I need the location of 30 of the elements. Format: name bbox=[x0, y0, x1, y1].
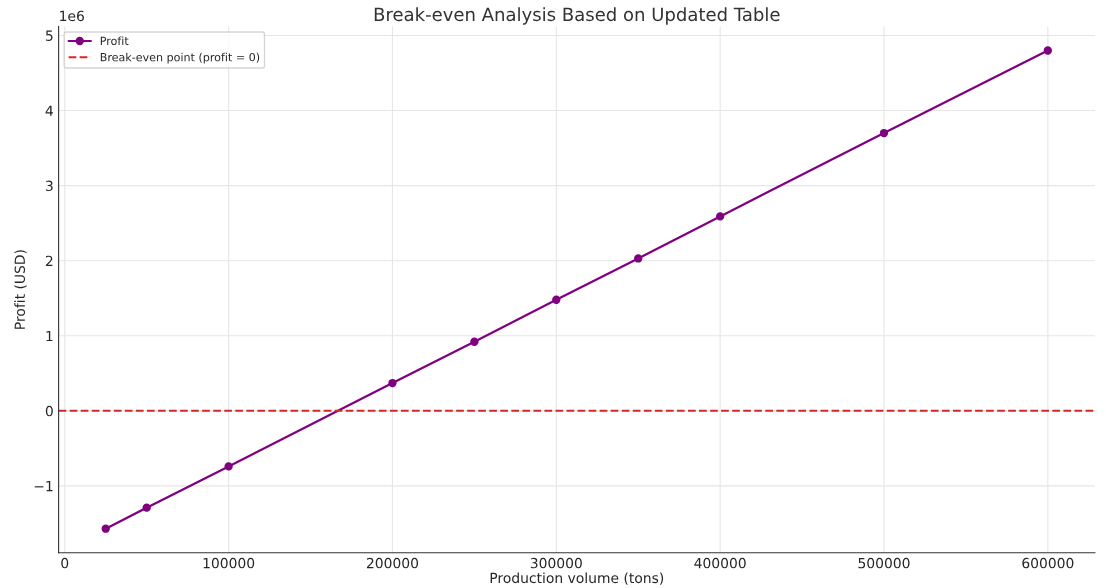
x-tick-label: 300000 bbox=[530, 557, 582, 569]
point bbox=[101, 524, 110, 533]
x-tick-label: 500000 bbox=[858, 557, 910, 569]
point bbox=[142, 503, 151, 512]
y-tick-label: 3 bbox=[45, 180, 53, 192]
y-axis-title: Profit (USD) bbox=[14, 250, 27, 329]
point bbox=[552, 295, 561, 304]
y-tick-label: 1 bbox=[46, 330, 53, 342]
y-tick-label: 4 bbox=[45, 105, 53, 116]
y-tick-label: 2 bbox=[45, 255, 53, 266]
text: 1e6 bbox=[60, 10, 84, 22]
point bbox=[470, 337, 479, 346]
point bbox=[388, 378, 397, 388]
x-tick-label: 0 bbox=[61, 557, 69, 569]
point bbox=[879, 128, 889, 138]
legend-label: Profit bbox=[100, 36, 129, 46]
point bbox=[634, 254, 643, 263]
chart-title: Break-even Analysis Based on Updated Table bbox=[374, 7, 780, 25]
x-tick-label: 400000 bbox=[694, 557, 746, 569]
y-tick-label: 5 bbox=[45, 30, 53, 41]
x-tick-label: 600000 bbox=[1022, 557, 1074, 569]
x-tick-label: 200000 bbox=[366, 557, 419, 569]
x-axis-title: Production volume (tons) bbox=[490, 572, 664, 585]
y-tick-label: 0 bbox=[45, 405, 53, 417]
point bbox=[1043, 46, 1052, 55]
y-tick-label: −1 bbox=[34, 481, 53, 492]
point bbox=[715, 212, 725, 221]
x-tick-label: 100000 bbox=[203, 557, 255, 569]
point bbox=[224, 462, 233, 471]
legend-label: Break-even point (profit = 0) bbox=[100, 52, 260, 64]
